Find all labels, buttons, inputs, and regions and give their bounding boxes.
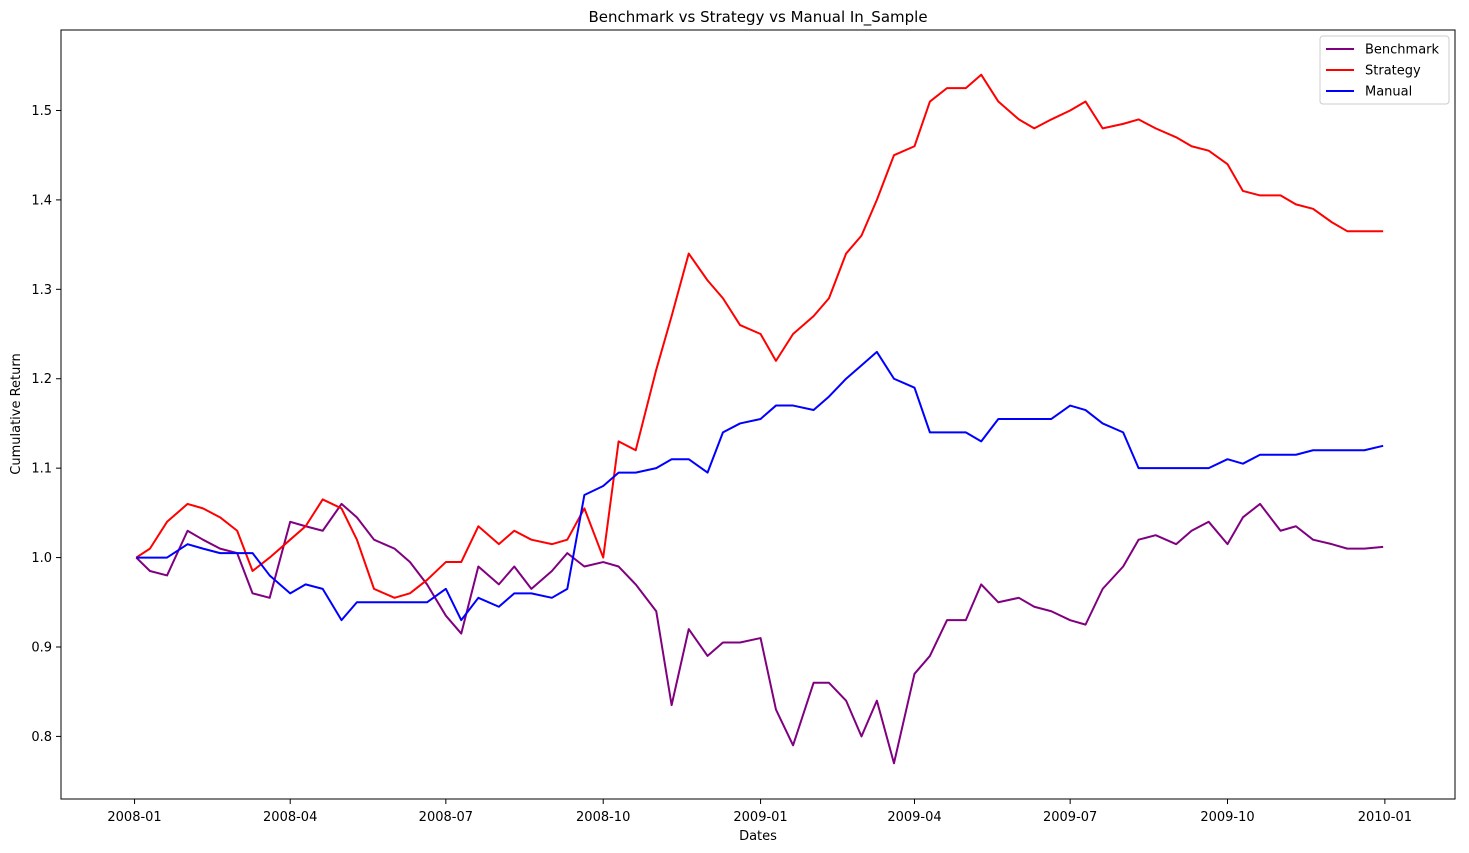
y-tick-label: 1.2 <box>31 372 52 387</box>
chart-title: Benchmark vs Strategy vs Manual In_Sampl… <box>588 8 927 27</box>
legend-label-strategy: Strategy <box>1365 64 1421 79</box>
series-line-strategy <box>135 73 1384 599</box>
y-tick-label: 0.8 <box>31 730 52 745</box>
x-tick-label: 2008-07 <box>419 810 473 825</box>
x-tick-label: 2010-01 <box>1358 810 1412 825</box>
y-tick-label: 1.0 <box>31 551 52 566</box>
y-tick-label: 0.9 <box>31 640 52 655</box>
x-axis: 2008-01 2008-04 2008-07 2008-10 2009-01 2009-… <box>107 799 1412 825</box>
legend: Benchmark Strategy Manual <box>1319 35 1450 105</box>
series-line-benchmark <box>135 502 1384 765</box>
x-tick-label: 2009-10 <box>1200 810 1254 825</box>
series-group <box>135 73 1384 765</box>
y-tick-label: 1.1 <box>31 462 52 477</box>
x-axis-label: Dates <box>739 829 777 844</box>
x-tick-label: 2008-04 <box>263 810 317 825</box>
x-tick-label: 2009-04 <box>887 810 941 825</box>
series-line-manual <box>136 350 1384 622</box>
x-tick-label: 2008-10 <box>576 810 630 825</box>
x-tick-label: 2008-01 <box>107 810 161 825</box>
legend-box <box>1319 35 1450 105</box>
y-axis: 0.8 0.9 1.0 1.1 1.2 1.3 1.4 1.5 <box>31 104 61 745</box>
y-tick-label: 1.5 <box>31 104 52 119</box>
y-axis-label: Cumulative Return <box>9 353 24 474</box>
y-tick-label: 1.3 <box>31 283 52 298</box>
x-tick-label: 2009-01 <box>733 810 787 825</box>
y-tick-label: 1.4 <box>31 193 52 208</box>
plot-area <box>60 29 1456 800</box>
x-tick-label: 2009-07 <box>1043 810 1097 825</box>
legend-label-manual: Manual <box>1365 85 1412 100</box>
legend-label-benchmark: Benchmark <box>1365 43 1440 58</box>
